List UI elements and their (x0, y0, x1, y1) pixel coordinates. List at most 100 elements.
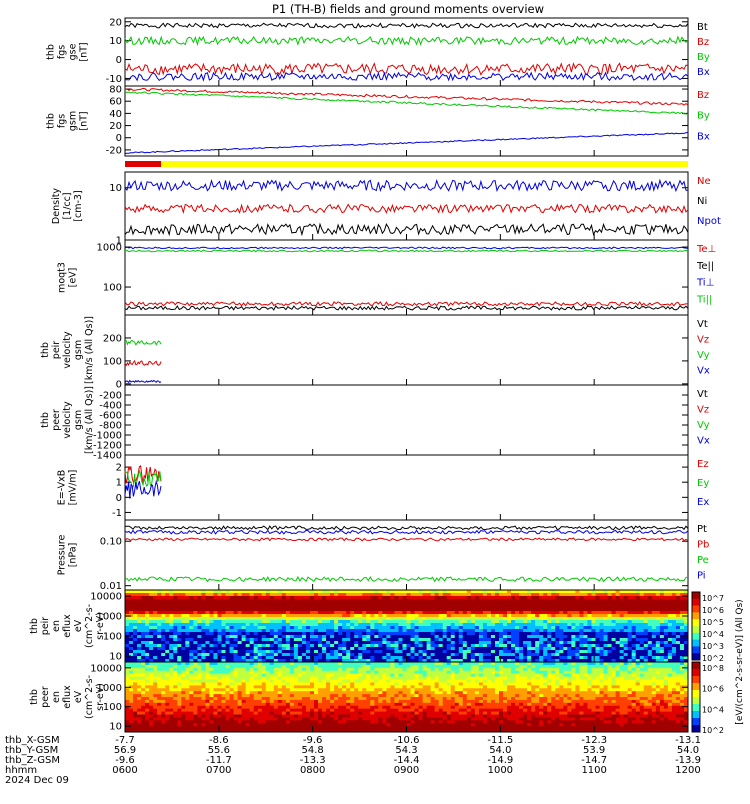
heatmap-cell (217, 723, 221, 726)
heatmap-cell (362, 688, 366, 691)
heatmap-cell (230, 712, 234, 715)
heatmap-cell (382, 653, 386, 656)
heatmap-cell (632, 629, 636, 632)
heatmap-cell (507, 599, 511, 602)
heatmap-cell (583, 644, 587, 647)
heatmap-cell (378, 653, 382, 656)
heatmap-cell (197, 715, 201, 718)
heatmap-cell (350, 626, 354, 629)
heatmap-cell (238, 614, 242, 617)
heatmap-cell (125, 674, 129, 677)
heatmap-cell (636, 599, 640, 602)
heatmap-cell (660, 632, 664, 635)
heatmap-cell (644, 620, 648, 623)
heatmap-cell (394, 593, 398, 596)
heatmap-cell (660, 641, 664, 644)
heatmap-cell (563, 641, 567, 644)
heatmap-cell (226, 653, 230, 656)
heatmap-cell (471, 644, 475, 647)
heatmap-cell (495, 653, 499, 656)
heatmap-cell (483, 620, 487, 623)
heatmap-cell (318, 694, 322, 697)
heatmap-cell (567, 611, 571, 614)
heatmap-cell (374, 617, 378, 620)
heatmap-cell (467, 599, 471, 602)
heatmap-cell (306, 602, 310, 605)
heatmap-cell (386, 635, 390, 638)
heatmap-cell (575, 626, 579, 629)
heatmap-cell (499, 599, 503, 602)
heatmap-cell (222, 717, 226, 720)
heatmap-cell (282, 602, 286, 605)
heatmap-cell (310, 590, 314, 593)
heatmap-cell (161, 700, 165, 703)
heatmap-cell (222, 685, 226, 688)
heatmap-cell (543, 632, 547, 635)
heatmap-cell (286, 641, 290, 644)
heatmap-cell (334, 650, 338, 653)
heatmap-cell (145, 712, 149, 715)
heatmap-cell (145, 665, 149, 668)
heatmap-cell (362, 617, 366, 620)
heatmap-cell (499, 611, 503, 614)
heatmap-cell (246, 694, 250, 697)
heatmap-cell (571, 632, 575, 635)
heatmap-cell (338, 680, 342, 683)
heatmap-cell (274, 599, 278, 602)
heatmap-cell (370, 593, 374, 596)
heatmap-cell (282, 682, 286, 685)
heatmap-cell (591, 605, 595, 608)
heatmap-cell (587, 611, 591, 614)
heatmap-cell (539, 653, 543, 656)
heatmap-cell (386, 644, 390, 647)
heatmap-cell (559, 623, 563, 626)
heatmap-cell (596, 644, 600, 647)
heatmap-cell (238, 691, 242, 694)
heatmap-cell (157, 632, 161, 635)
heatmap-cell (177, 726, 181, 729)
heatmap-cell (354, 629, 358, 632)
heatmap-cell (423, 632, 427, 635)
heatmap-cell (262, 632, 266, 635)
heatmap-cell (354, 688, 358, 691)
heatmap-cell (346, 700, 350, 703)
heatmap-cell (398, 656, 402, 659)
heatmap-cell (354, 717, 358, 720)
heatmap-cell (294, 632, 298, 635)
heatmap-cell (125, 717, 129, 720)
heatmap-cell (511, 605, 515, 608)
heatmap-cell (616, 629, 620, 632)
heatmap-cell (628, 593, 632, 596)
heatmap-cell (664, 656, 668, 659)
heatmap-cell (258, 671, 262, 674)
heatmap-cell (519, 590, 523, 593)
heatmap-cell (362, 680, 366, 683)
heatmap-cell (668, 635, 672, 638)
heatmap-cell (161, 617, 165, 620)
heatmap-cell (314, 665, 318, 668)
heatmap-cell (161, 712, 165, 715)
heatmap-cell (431, 593, 435, 596)
heatmap-cell (571, 653, 575, 656)
heatmap-cell (390, 590, 394, 593)
heatmap-cell (439, 641, 443, 644)
heatmap-cell (153, 717, 157, 720)
heatmap-cell (181, 641, 185, 644)
heatmap-cell (141, 641, 145, 644)
heatmap-cell (165, 665, 169, 668)
heatmap-cell (656, 596, 660, 599)
heatmap-cell (547, 644, 551, 647)
heatmap-cell (600, 644, 604, 647)
heatmap-cell (608, 647, 612, 650)
heatmap-cell (302, 668, 306, 671)
heatmap-cell (624, 638, 628, 641)
heatmap-cell (258, 720, 262, 723)
heatmap-cell (310, 617, 314, 620)
heatmap-cell (149, 656, 153, 659)
heatmap-cell (342, 641, 346, 644)
heatmap-cell (447, 653, 451, 656)
heatmap-cell (209, 682, 213, 685)
heatmap-cell (354, 641, 358, 644)
heatmap-cell (322, 647, 326, 650)
heatmap-cell (258, 647, 262, 650)
